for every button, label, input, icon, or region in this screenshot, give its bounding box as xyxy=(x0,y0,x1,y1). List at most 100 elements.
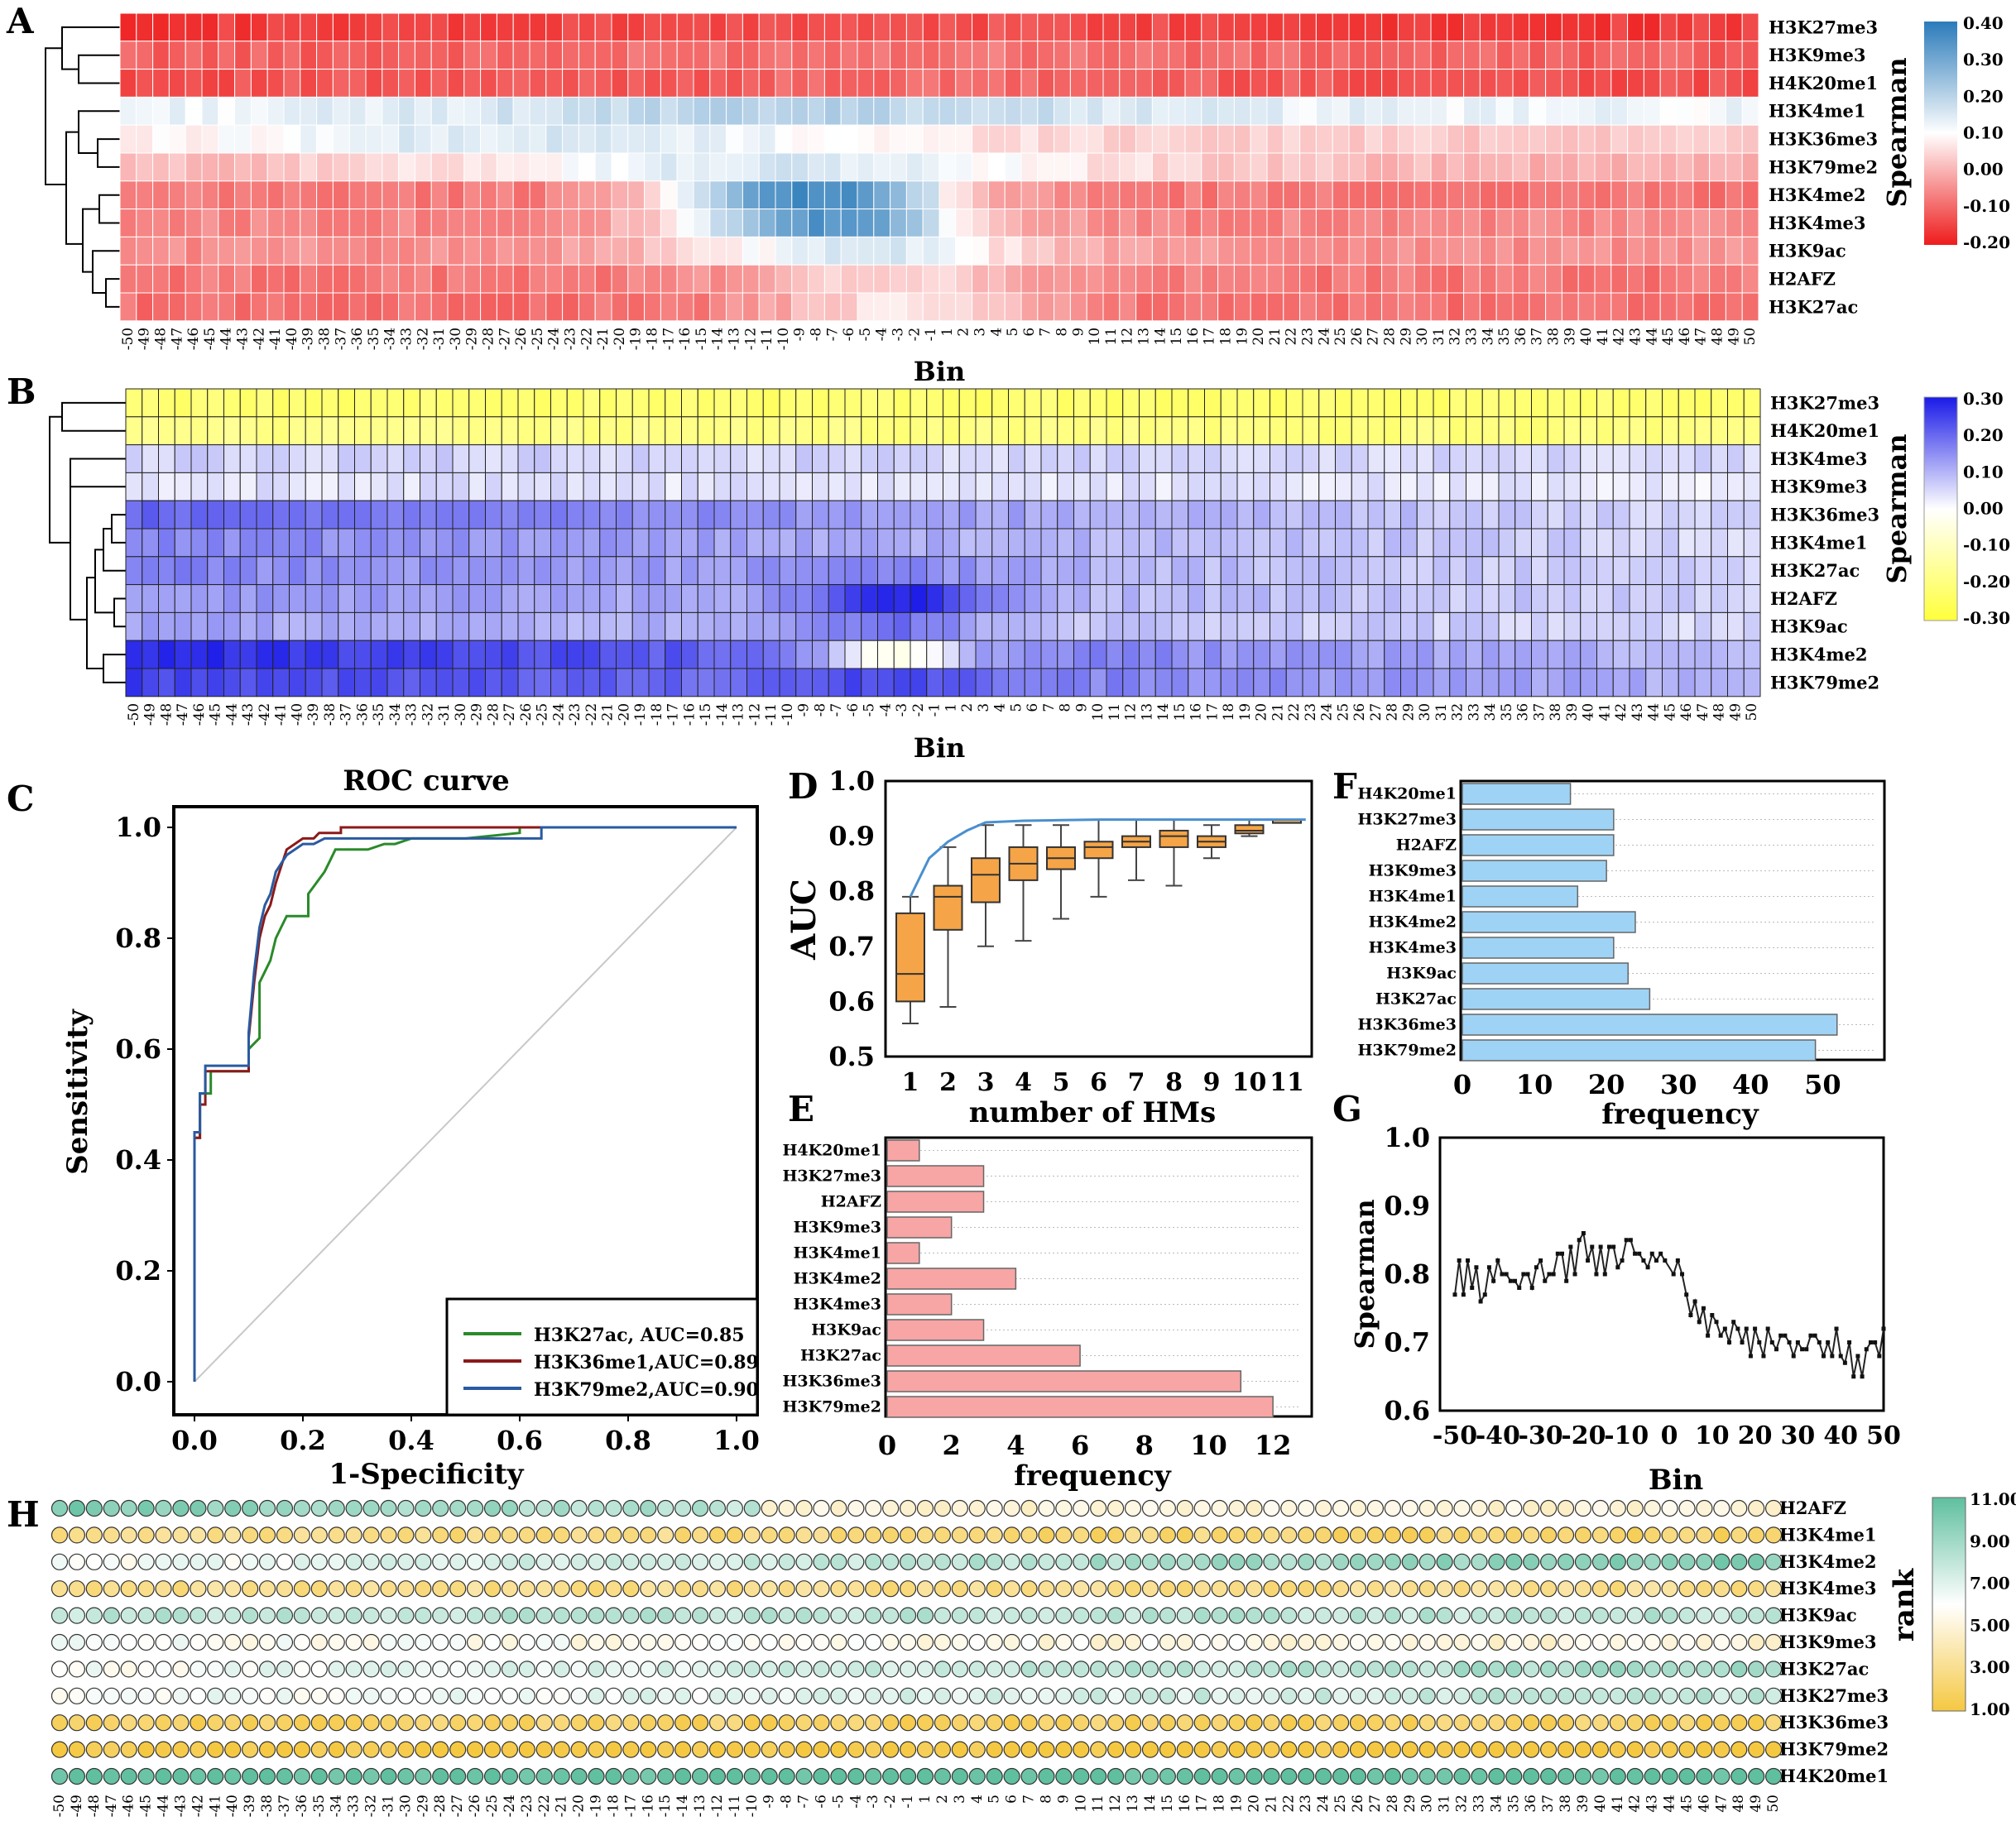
heat-cell xyxy=(1285,444,1303,473)
bar-label: H3K9ac xyxy=(811,1321,881,1340)
heat-cell xyxy=(1612,528,1630,558)
rank-dot xyxy=(830,1714,847,1732)
heat-cell xyxy=(1119,180,1137,210)
heat-cell xyxy=(1285,528,1303,558)
rank-dot xyxy=(224,1714,242,1732)
heat-cell xyxy=(709,264,727,294)
heat-cell xyxy=(1645,472,1663,501)
heat-cell xyxy=(517,472,535,501)
heat-cell xyxy=(1188,444,1205,473)
heat-cell xyxy=(972,152,989,182)
heat-cell xyxy=(648,416,666,446)
rank-dot xyxy=(535,1741,553,1758)
rank-dot xyxy=(1124,1633,1142,1651)
rank-dot xyxy=(1332,1687,1350,1704)
rank-dot xyxy=(1523,1687,1540,1704)
rank-dot xyxy=(1609,1714,1626,1732)
rank-dot xyxy=(570,1580,588,1598)
heat-cell xyxy=(676,180,694,210)
heat-cell xyxy=(611,12,629,42)
rank-dot xyxy=(1730,1661,1748,1678)
rank-dot xyxy=(1488,1714,1505,1732)
x-tick-label: -50 xyxy=(1433,1421,1477,1450)
rank-dot xyxy=(1332,1767,1350,1785)
heat-cell xyxy=(1089,500,1107,530)
heat-cell xyxy=(168,292,186,322)
rank-dot xyxy=(1020,1661,1038,1678)
heat-cell xyxy=(119,124,137,154)
heat-cell xyxy=(779,611,797,641)
x-tick-label: 8 xyxy=(1135,1430,1154,1461)
heat-cell xyxy=(775,96,793,126)
bin-tick: -31 xyxy=(436,703,453,726)
heat-cell xyxy=(877,556,895,586)
rank-dot xyxy=(466,1553,484,1570)
heat-cell xyxy=(812,556,829,586)
rank-dot xyxy=(415,1607,432,1624)
heat-cell xyxy=(857,264,875,294)
heat-cell xyxy=(1612,444,1630,473)
heat-cell xyxy=(430,264,449,294)
heat-cell xyxy=(877,500,895,530)
heat-cell xyxy=(1040,611,1058,641)
rank-dot xyxy=(1211,1580,1228,1598)
panel-g-line: -50-40-30-20-10 0 10 20 30 40 500.60.70.80.91.… xyxy=(1349,1122,1901,1497)
heat-cell xyxy=(1332,264,1350,294)
heat-cell xyxy=(861,640,878,669)
rank-dot xyxy=(1090,1687,1107,1704)
heat-cell xyxy=(365,69,383,98)
rank-dot xyxy=(1073,1661,1090,1678)
rank-dot xyxy=(1540,1633,1558,1651)
heat-cell xyxy=(1135,292,1153,322)
rank-dot xyxy=(415,1553,432,1570)
rank-dot xyxy=(951,1553,968,1570)
heat-cell xyxy=(922,292,940,322)
heat-cell xyxy=(398,208,415,237)
rank-dot xyxy=(951,1580,968,1598)
rank-dot xyxy=(691,1741,709,1758)
bin-tick: 36 xyxy=(1523,1795,1539,1813)
bin-tick: 33 xyxy=(1466,703,1482,721)
bin-tick: -34 xyxy=(382,328,399,350)
rank-dot xyxy=(553,1607,570,1624)
rank-dot xyxy=(1280,1633,1298,1651)
rank-dot xyxy=(1626,1714,1644,1732)
heat-cell xyxy=(611,69,629,98)
heat-cell xyxy=(316,292,334,322)
rank-dot xyxy=(986,1607,1003,1624)
heat-cell xyxy=(1466,416,1483,446)
bin-tick: -25 xyxy=(484,1795,501,1817)
heat-cell xyxy=(1285,584,1303,613)
heat-cell xyxy=(142,640,159,669)
heat-cell xyxy=(1348,12,1366,42)
heat-cell xyxy=(599,500,617,530)
rank-dot xyxy=(1193,1741,1211,1758)
rank-dot xyxy=(328,1767,345,1785)
heat-cell xyxy=(529,96,547,126)
rank-dot xyxy=(986,1633,1003,1651)
bin-tick: -1 xyxy=(900,1795,916,1809)
heat-cell xyxy=(943,416,960,446)
heat-cell xyxy=(1384,556,1401,586)
rank-dot xyxy=(570,1607,588,1624)
heat-cell xyxy=(697,640,715,669)
bar-label: H3K9ac xyxy=(1386,965,1457,983)
heat-cell xyxy=(1283,12,1301,42)
heat-cell xyxy=(338,444,355,473)
data-point xyxy=(1684,1292,1689,1297)
heat-cell xyxy=(1433,640,1451,669)
heat-cell xyxy=(234,124,252,154)
panel-g-y-label: Spearman xyxy=(1349,1199,1380,1349)
heat-cell xyxy=(1659,124,1678,154)
panel-b-x-ticks: -50 -49 -48 -47 -46 -45 -44 -43 -42 -41 -40 -39 -38-… xyxy=(126,703,1760,726)
heat-cell xyxy=(910,416,928,446)
rank-dot xyxy=(726,1767,743,1785)
bin-tick: 34 xyxy=(1480,328,1496,346)
rank-dot xyxy=(1678,1526,1696,1544)
bin-tick: 28 xyxy=(1385,1795,1401,1813)
rank-dot xyxy=(951,1741,968,1758)
rank-dot xyxy=(1090,1607,1107,1624)
rank-dot xyxy=(1315,1553,1332,1570)
heat-cell xyxy=(1561,236,1579,266)
heat-cell xyxy=(681,472,698,501)
